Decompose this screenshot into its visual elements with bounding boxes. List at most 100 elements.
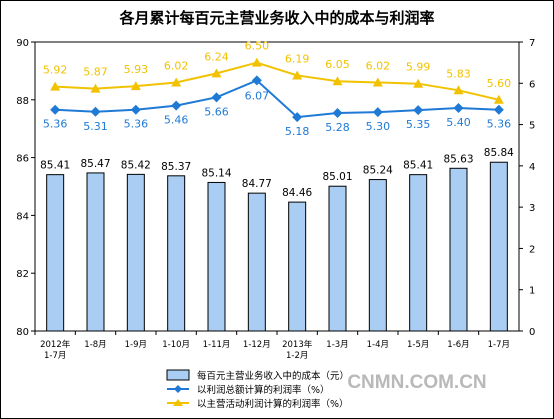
bar	[207, 181, 226, 332]
bar-data-label: 84.77	[242, 178, 272, 190]
bar	[167, 175, 186, 332]
line-data-label: 5.18	[285, 125, 310, 138]
diamond-marker	[292, 112, 303, 123]
x-axis-tick-label: 1-7月	[44, 351, 66, 361]
right-axis: 0 1 2 3 4 5 6 7	[519, 38, 535, 338]
left-axis-tick-label: 86	[16, 154, 29, 165]
line-data-label: 5.60	[487, 77, 512, 90]
line-data-label: 5.46	[164, 114, 189, 127]
x-axis-tick-label: 1-4月	[367, 340, 389, 350]
bar	[46, 174, 65, 332]
diamond-marker	[211, 92, 222, 103]
diamond-marker	[251, 75, 262, 86]
legend-swatch-bar	[166, 369, 190, 381]
right-axis-tick-label: 6	[529, 79, 535, 90]
line-data-label: 5.87	[83, 66, 108, 79]
line-data-label: 5.36	[43, 118, 68, 131]
x-axis-tick-label: 1-12月	[243, 340, 271, 350]
line-data-label: 6.07	[245, 89, 270, 102]
bar-data-label: 85.63	[443, 153, 473, 165]
triangle-marker	[171, 77, 182, 87]
chart-title: 各月累计每百元主营业务收入中的成本与利润率	[118, 9, 434, 27]
x-axis-tick-label: 1-5月	[407, 340, 429, 350]
diamond-marker	[413, 105, 424, 116]
legend-triangle-marker	[173, 399, 183, 406]
right-axis-tick-label: 4	[529, 162, 535, 173]
left-axis-tick-label: 88	[16, 96, 29, 107]
right-axis-tick-label: 5	[529, 121, 535, 132]
right-axis-tick-label: 2	[529, 244, 535, 255]
diamond-marker	[90, 106, 101, 117]
line-data-label: 5.35	[406, 118, 431, 131]
bar-data-label: 85.24	[363, 165, 393, 177]
bar-series	[46, 161, 508, 332]
diamond-marker	[171, 100, 182, 111]
diamond-marker	[332, 108, 343, 119]
total-profit-rate-series: 5.36 5.31 5.36 5.46 5.66 6.07 5.18 5.28 5.30 5.35…	[43, 75, 511, 138]
triangle-marker	[50, 81, 61, 91]
x-axis-tick-label: 1-9月	[125, 340, 147, 350]
bar	[449, 167, 468, 332]
left-axis-tick-label: 90	[16, 38, 29, 49]
x-axis-tick-label: 1-11月	[203, 340, 231, 350]
series-line	[55, 79, 499, 119]
line-data-label: 5.31	[83, 120, 108, 133]
triangle-marker	[332, 76, 343, 86]
bar	[368, 179, 387, 332]
bar-data-label: 85.42	[121, 159, 151, 171]
bar-data-label: 85.37	[161, 161, 191, 173]
diamond-marker	[130, 104, 141, 115]
diamond-marker	[372, 107, 383, 118]
legend: 每百元主营业务收入中的成本（元） 以利润总额计算的利润率（%） 以主营活动利润计算的…	[166, 369, 349, 410]
line-data-label: 6.05	[325, 58, 350, 71]
triangle-marker	[292, 70, 303, 80]
line-data-label: 5.92	[43, 64, 68, 77]
series-line	[55, 61, 500, 101]
legend-label: 以主营活动利润计算的利润率（%）	[197, 398, 349, 410]
left-axis-tick-label: 82	[16, 269, 29, 280]
bar-data-label: 85.14	[201, 167, 231, 179]
left-axis: 80 82 84 86 88 90	[16, 38, 35, 338]
legend-label: 每百元主营业务收入中的成本（元）	[197, 370, 349, 382]
bar	[328, 185, 347, 332]
x-axis-tick-label: 2013年	[282, 339, 313, 350]
x-axis-tick-label: 1-8月	[84, 340, 106, 350]
left-axis-tick-label: 84	[16, 211, 29, 222]
triangle-marker	[453, 85, 464, 95]
line-data-label: 6.19	[285, 52, 310, 65]
diamond-marker	[453, 103, 464, 114]
line-data-label: 5.36	[487, 118, 512, 131]
main-activity-profit-rate-series: 5.92 5.87 5.93 6.02 6.24 6.50 6.19 6.05 6.02 5.99…	[43, 40, 511, 104]
line-data-label: 6.24	[204, 50, 229, 63]
triangle-marker	[413, 78, 424, 88]
watermark: CNMN.COM.CN	[347, 372, 486, 393]
triangle-marker	[493, 94, 504, 104]
right-axis-tick-label: 0	[529, 327, 535, 338]
line-data-label: 5.66	[204, 105, 229, 118]
bar-data-labels: 85.41 85.47 85.42 85.37 85.14 84.77 84.46 85.01…	[40, 147, 514, 199]
triangle-marker	[211, 68, 222, 78]
bar-data-label: 85.41	[403, 160, 433, 172]
bar	[489, 161, 508, 332]
line-data-label: 6.50	[245, 40, 270, 53]
line-data-label: 6.02	[164, 59, 189, 72]
line-data-label: 5.28	[325, 121, 350, 134]
diamond-marker	[50, 104, 61, 115]
diamond-marker	[493, 104, 504, 115]
triangle-marker	[90, 83, 101, 93]
bar-data-label: 85.47	[80, 158, 110, 170]
right-axis-tick-label: 1	[529, 286, 535, 297]
x-axis-tick-label: 1-7月	[488, 340, 510, 350]
left-axis-tick-label: 80	[16, 327, 29, 338]
triangle-marker	[372, 77, 383, 87]
x-axis-tick-label: 2012年	[40, 339, 71, 350]
legend-label: 以利润总额计算的利润率（%）	[197, 384, 330, 396]
x-axis-tick-label: 1-2月	[286, 351, 308, 361]
line-data-label: 5.83	[446, 67, 471, 80]
legend-diamond-marker	[174, 385, 182, 393]
x-axis-tick-label: 1-10月	[162, 340, 190, 350]
bar	[126, 173, 145, 332]
